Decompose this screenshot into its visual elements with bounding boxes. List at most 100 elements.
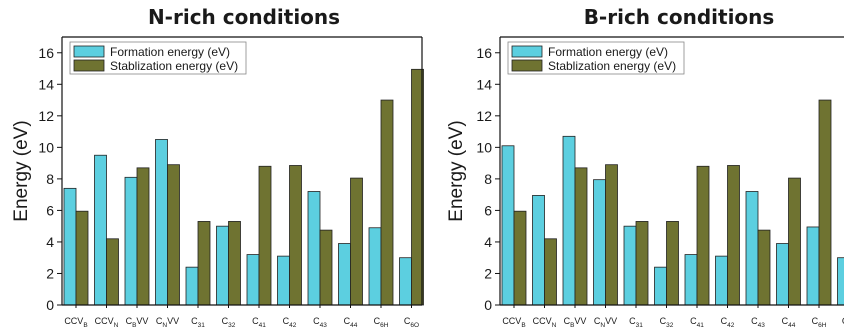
x-tick-label: CNVV — [594, 316, 617, 329]
chart-panel-2: B-rich conditions Energy (eV) 0 2 4 6 8 10 12 14 1… — [446, 5, 844, 329]
bar-stabilization-6 — [666, 221, 679, 306]
bar-stabilization-2 — [106, 238, 119, 306]
bar-stabilization-11 — [380, 99, 394, 306]
bar-formation-1 — [63, 187, 77, 306]
x-tick-label: C41 — [252, 316, 266, 329]
x-tick-label: C6O — [842, 316, 844, 329]
bar-formation-2 — [532, 195, 545, 306]
legend-swatch-2 — [511, 59, 543, 72]
y-tick-label: 10 — [476, 139, 492, 155]
x-tick-label: C42 — [721, 316, 735, 329]
x-tick-label: C6O — [404, 316, 419, 329]
y-tick-label: 6 — [484, 202, 492, 218]
bar-stabilization-9 — [319, 229, 333, 306]
bar-formation-8 — [715, 255, 728, 306]
bar-formation-10 — [776, 243, 789, 306]
y-axis-label: Energy (eV) — [446, 120, 467, 221]
bar-formation-1 — [501, 145, 515, 306]
bar-formation-11 — [368, 227, 382, 306]
x-tick-label: CCVN — [95, 316, 119, 329]
bar-formation-12 — [399, 257, 412, 306]
bar-formation-12 — [837, 257, 844, 306]
bar-stabilization-5 — [635, 221, 649, 306]
bar-stabilization-2 — [544, 238, 557, 306]
chart-title: B-rich conditions — [584, 5, 775, 29]
x-tick-label: C32 — [660, 316, 674, 329]
x-tick-label: C6H — [374, 316, 389, 329]
y-tick-label: 12 — [38, 108, 54, 124]
bar-formation-3 — [562, 135, 576, 306]
x-tick-label: C42 — [283, 316, 297, 329]
y-tick-label: 8 — [484, 171, 492, 187]
y-tick-label: 16 — [38, 45, 54, 61]
bar-formation-5 — [185, 266, 199, 306]
x-tick-label: CNVV — [156, 316, 179, 329]
y-tick-label: 0 — [46, 297, 54, 313]
bar-stabilization-9 — [757, 229, 771, 306]
x-tick-label: C41 — [690, 316, 704, 329]
bar-stabilization-1 — [75, 210, 89, 306]
bar-stabilization-7 — [696, 165, 710, 306]
y-axis-label: Energy (eV) — [11, 120, 32, 221]
x-tick-label: CCVB — [502, 316, 525, 329]
bar-stabilization-5 — [197, 221, 211, 306]
x-tick-label: C44 — [782, 316, 796, 329]
y-tick-label: 10 — [38, 139, 54, 155]
bar-stabilization-3 — [136, 167, 150, 306]
bar-stabilization-7 — [258, 165, 272, 306]
y-tick-label: 2 — [484, 265, 492, 281]
bar-formation-7 — [684, 254, 698, 306]
bar-stabilization-8 — [289, 165, 302, 306]
bar-stabilization-4 — [605, 164, 618, 306]
bar-stabilization-4 — [167, 164, 180, 306]
bar-stabilization-6 — [228, 221, 241, 306]
y-tick-label: 2 — [46, 265, 54, 281]
bar-formation-9 — [745, 191, 759, 306]
legend-swatch-1 — [511, 45, 543, 58]
legend-label-2: Stablization energy (eV) — [548, 59, 676, 73]
legend-swatch-1 — [73, 45, 105, 58]
legend-label-1: Formation energy (eV) — [110, 45, 230, 59]
chart-panel-1: N-rich conditions Energy (eV) 0 2 4 6 8 10 12 14 1… — [11, 5, 424, 329]
x-tick-label: C31 — [629, 316, 643, 329]
bar-formation-4 — [155, 139, 168, 306]
x-tick-label: CBVV — [564, 316, 587, 329]
x-tick-label: C32 — [222, 316, 236, 329]
y-tick-label: 4 — [484, 234, 492, 250]
y-tick-label: 8 — [46, 171, 54, 187]
bar-stabilization-3 — [574, 167, 588, 306]
x-tick-label: C43 — [313, 316, 327, 329]
y-tick-label: 0 — [484, 297, 492, 313]
y-tick-label: 14 — [38, 76, 54, 92]
legend: Formation energy (eV)Stablization energy… — [69, 41, 247, 75]
y-tick-label: 12 — [476, 108, 492, 124]
bar-formation-4 — [593, 179, 606, 306]
bar-formation-6 — [216, 225, 229, 306]
chart-title: N-rich conditions — [148, 5, 340, 29]
x-tick-label: CBVV — [126, 316, 149, 329]
bar-formation-5 — [623, 225, 637, 306]
legend-label-1: Formation energy (eV) — [548, 45, 668, 59]
bar-formation-2 — [94, 154, 107, 306]
bar-stabilization-10 — [350, 177, 363, 306]
bar-stabilization-8 — [727, 165, 740, 306]
x-tick-label: CCVB — [64, 316, 87, 329]
y-tick-label: 14 — [476, 76, 492, 92]
y-tick-label: 16 — [476, 45, 492, 61]
bar-formation-7 — [246, 254, 260, 306]
y-tick-label: 4 — [46, 234, 54, 250]
bar-stabilization-11 — [818, 99, 832, 306]
x-tick-label: C6H — [812, 316, 827, 329]
bar-formation-8 — [277, 255, 290, 306]
bar-formation-6 — [654, 266, 667, 306]
x-tick-label: CCVN — [533, 316, 557, 329]
bar-formation-9 — [307, 191, 321, 306]
bar-formation-11 — [806, 226, 820, 306]
y-tick-label: 6 — [46, 202, 54, 218]
bar-formation-3 — [124, 176, 138, 306]
x-tick-label: C31 — [191, 316, 205, 329]
bar-stabilization-1 — [513, 210, 527, 306]
x-tick-label: C44 — [344, 316, 358, 329]
legend-label-2: Stablization energy (eV) — [110, 59, 238, 73]
